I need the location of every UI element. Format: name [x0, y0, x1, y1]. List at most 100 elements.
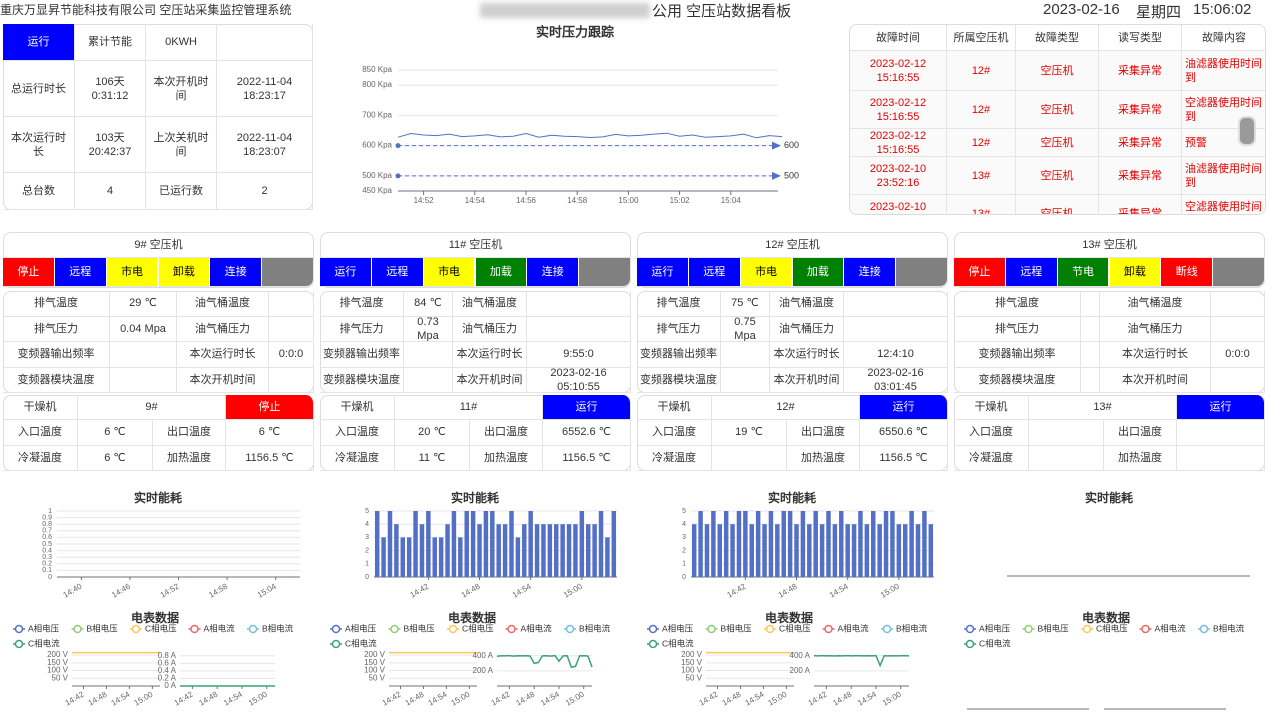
bar: [909, 511, 914, 577]
legend-marker: [765, 624, 775, 634]
bar: [579, 511, 585, 577]
summary-cell: 总台数: [3, 173, 75, 210]
fault-cell: 2023-02-12 15:16:55: [850, 51, 947, 91]
bar: [902, 524, 908, 577]
bar: [554, 524, 559, 577]
fault-cell: 12#: [947, 91, 1016, 129]
dryer-cell: 6 ℃: [78, 420, 153, 446]
bar: [413, 511, 418, 577]
dryer-cell: 加热温度: [787, 445, 860, 471]
param-cell: 排气温度: [3, 291, 110, 317]
legend-label: A相电压: [662, 623, 694, 633]
legend-label: C相电流: [979, 638, 1011, 648]
param-cell: 2023-02-16 03:01:45: [844, 367, 948, 393]
x-tick-label: 14:54: [539, 689, 561, 707]
clock: 15:06:02: [1193, 1, 1252, 18]
status-badge: 远程: [371, 258, 424, 287]
mark-line-arrow: [772, 171, 781, 180]
status-badge: 停止: [954, 258, 1006, 287]
status-badge: 连接: [527, 258, 580, 287]
summary-cell: 2022-11-04 18:23:07: [217, 117, 313, 173]
param-cell: 本次开机时间: [453, 367, 527, 393]
summary-cell: 106天 0:31:12: [75, 61, 146, 117]
x-tick-label: 14:48: [831, 689, 853, 707]
y-tick-label: 100 V: [47, 666, 69, 675]
param-cell: 排气压力: [954, 316, 1081, 342]
dryer-cell: 6552.6 ℃: [543, 420, 631, 446]
param-cell: 油气桶压力: [1100, 316, 1211, 342]
fault-cell: 采集异常: [1099, 157, 1182, 195]
bar: [605, 537, 610, 577]
chart-title: 电表数据: [1082, 610, 1130, 625]
fault-cell: 空压机: [1016, 51, 1099, 91]
dryer-cell: 加热温度: [1104, 445, 1177, 471]
param-cell: [404, 342, 453, 368]
legend-marker: [448, 624, 458, 634]
chart-title: 电表数据: [448, 610, 496, 625]
bar: [877, 524, 882, 577]
fault-table: 故障时间 所属空压机 故障类型 读写类型 故障内容 2023-02-12 15:16:55…: [849, 24, 1266, 215]
y-tick-label: 0.2 A: [158, 674, 177, 683]
x-tick-label: 14:54: [110, 689, 132, 707]
legend-marker: [565, 624, 575, 634]
bar: [819, 524, 825, 577]
param-cell: [110, 367, 177, 393]
bar: [477, 524, 482, 577]
legend-label: B相电流: [262, 623, 294, 633]
bar: [826, 511, 831, 577]
bar: [883, 511, 889, 577]
legend-marker: [190, 624, 199, 634]
bar: [813, 511, 818, 577]
dryer-cell: 1156.5 ℃: [860, 445, 948, 471]
status-badge: 卸载: [1109, 258, 1162, 287]
pressure-line: [397, 132, 783, 139]
y-tick-label: 0: [365, 574, 369, 581]
y-tick-label: 0.6: [42, 534, 52, 541]
chart-title: 实时压力跟踪: [536, 24, 614, 39]
param-cell: 2023-02-16 05:10:55: [527, 367, 631, 393]
bar: [566, 524, 572, 577]
weekday: 星期四: [1136, 4, 1182, 21]
fault-cell: 采集异常: [1099, 51, 1182, 91]
dryer-cell: 加热温度: [470, 445, 543, 471]
dryer-label: 干燥机: [954, 395, 1029, 420]
status-badge: 加载: [475, 258, 528, 287]
bar: [832, 524, 838, 577]
bar: [787, 511, 793, 577]
legend-label: B相电压: [1038, 623, 1070, 633]
param-cell: 变频器输出频率: [954, 342, 1081, 368]
legend-marker: [507, 624, 516, 634]
y-tick-label: 500 Kpa: [362, 171, 392, 180]
param-cell: [721, 367, 770, 393]
fault-header: 所属空压机: [947, 25, 1016, 51]
summary-cell: 本次运行时长: [3, 117, 75, 173]
y-tick-label: 4: [682, 521, 686, 528]
meter-line: [496, 654, 593, 668]
scroll-handle[interactable]: [1238, 116, 1256, 146]
y-tick-label: 200 A: [790, 666, 811, 675]
x-tick-label: 14:48: [197, 689, 219, 707]
x-tick-label: 14:48: [514, 689, 536, 707]
bar: [547, 524, 553, 577]
legend-marker: [1082, 624, 1092, 634]
y-tick-label: 1: [48, 508, 52, 515]
param-cell: 84 ℃: [404, 291, 453, 317]
status-badge: 远程: [1005, 258, 1058, 287]
bar: [451, 511, 457, 577]
bar: [839, 511, 844, 577]
x-tick-label: 15:00: [247, 689, 269, 707]
bar: [723, 511, 729, 577]
x-tick-label: 14:42: [409, 581, 431, 599]
status-badge: 卸载: [158, 258, 211, 287]
legend-label: A相电流: [204, 623, 236, 633]
x-tick-label: 14:40: [62, 581, 84, 599]
dryer-unit: 12#: [712, 395, 860, 420]
y-tick-label: 0.5: [42, 541, 52, 548]
summary-cell: 上次关机时间: [146, 117, 217, 173]
y-tick-label: 850 Kpa: [362, 65, 392, 74]
mark-line-label: 500: [784, 170, 799, 180]
param-cell: 0.73 Mpa: [404, 316, 453, 342]
legend-marker: [331, 624, 341, 634]
legend-marker: [331, 639, 341, 649]
summary-cell: 4: [75, 173, 146, 210]
